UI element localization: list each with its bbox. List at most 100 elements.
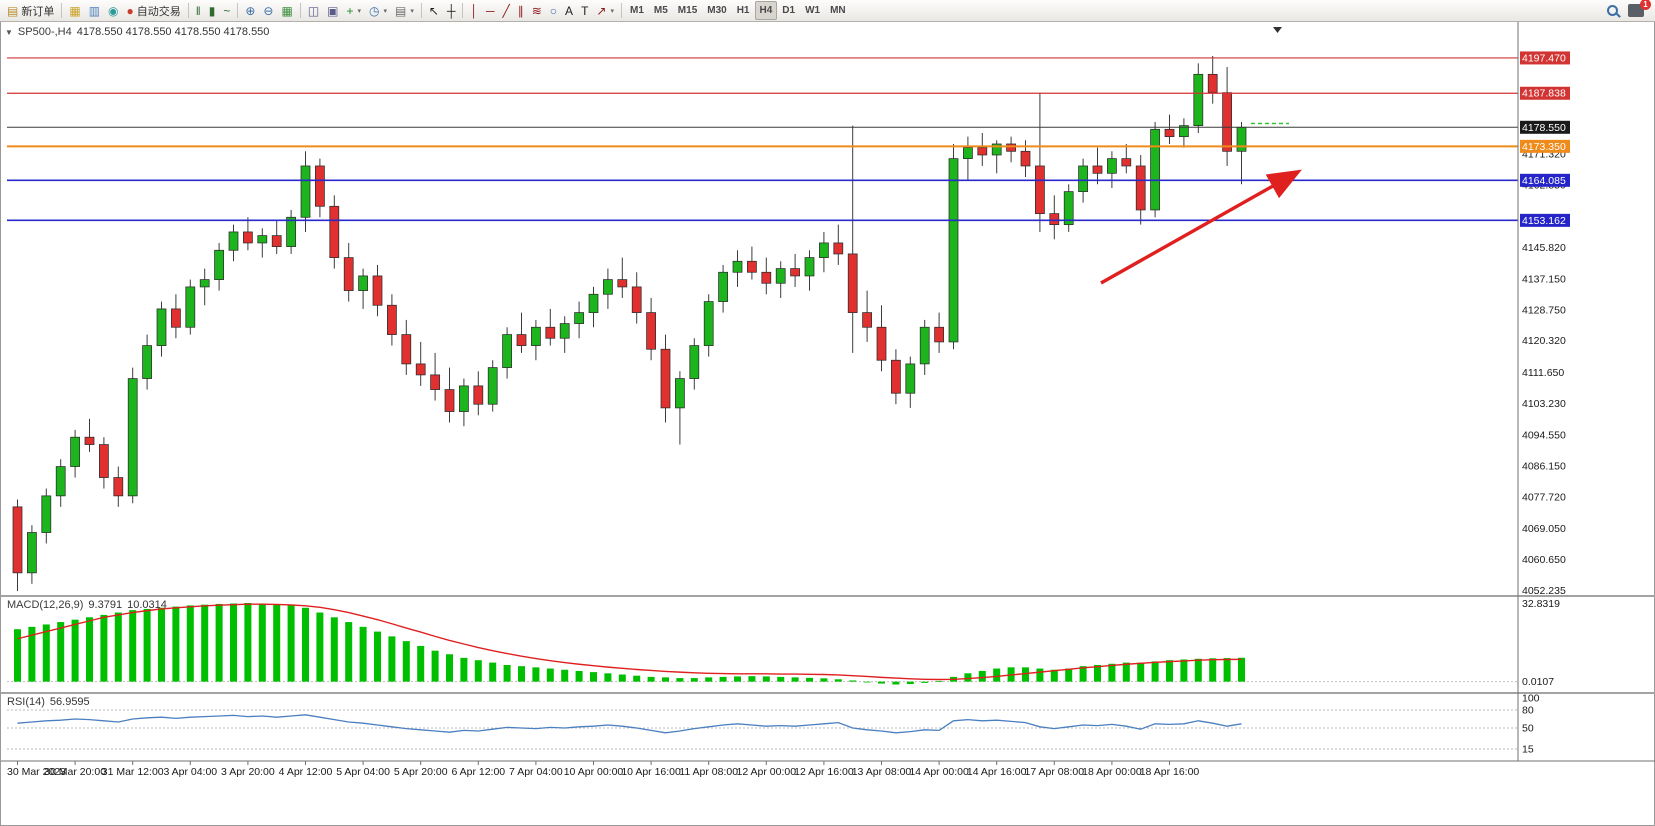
profiles-icon[interactable]: ▥ (85, 1, 104, 20)
arrows-tool-icon[interactable]: ↗ ▾ (592, 1, 618, 20)
svg-text:3 Apr 04:00: 3 Apr 04:00 (163, 766, 217, 778)
chart-canvas[interactable]: 4171.3204162.8504145.8204137.1504128.750… (1, 22, 1655, 826)
svg-text:4128.750: 4128.750 (1522, 304, 1566, 316)
timeframe-h1-label: H1 (736, 5, 750, 16)
zoom-in-icon: ⊕ (245, 3, 256, 18)
toolbar-separator (237, 3, 239, 18)
timeframe-mn-label: MN (830, 5, 846, 16)
svg-text:12 Apr 16:00: 12 Apr 16:00 (794, 766, 854, 778)
tile-windows-icon[interactable]: ▦ (277, 1, 296, 20)
toolbar-separator (420, 3, 422, 18)
charts-window-icon: ▦ (69, 3, 81, 18)
charts-window-icon[interactable]: ▦ (65, 1, 84, 20)
timeframe-m1[interactable]: M1 (625, 1, 649, 20)
timeframe-m1-label: M1 (629, 5, 644, 16)
trendline-icon: ╱ (502, 3, 510, 18)
trend-arrow[interactable] (1100, 169, 1302, 285)
search-icon[interactable] (1607, 5, 1618, 16)
trendline-icon[interactable]: ╱ (499, 1, 514, 20)
chevron-down-icon: ▾ (410, 7, 414, 15)
fibonacci-icon[interactable]: ≋ (528, 1, 546, 20)
timeframe-m30-label: M30 (707, 5, 727, 16)
svg-text:3 Apr 20:00: 3 Apr 20:00 (221, 766, 275, 778)
price-badge (1520, 173, 1570, 187)
timeframe-d1[interactable]: D1 (777, 1, 800, 20)
timeframe-h1[interactable]: H1 (732, 1, 755, 20)
new-order-button-label: 新订单 (21, 5, 55, 18)
price-badge (1520, 120, 1570, 134)
autotrading-icon: ● (126, 3, 134, 18)
timeframe-m15-label: M15 (677, 5, 698, 16)
macd-panel (7, 603, 1518, 685)
cursor-icon[interactable]: ↖ (425, 1, 443, 20)
panel-separators[interactable] (1, 595, 1655, 762)
timeframe-h4[interactable]: H4 (754, 1, 778, 20)
toolbar-separator (620, 3, 622, 18)
periods-icon[interactable]: ◷ ▾ (365, 1, 391, 20)
notification-badge: 1 (1640, 0, 1651, 10)
rsi-panel (7, 709, 1518, 750)
svg-text:6 Apr 12:00: 6 Apr 12:00 (451, 766, 505, 778)
candlestick-chart-type-icon[interactable]: ▮ (205, 1, 220, 20)
equidistant-channel-icon[interactable]: ∥ (514, 1, 528, 20)
svg-text:18 Apr 16:00: 18 Apr 16:00 (1140, 766, 1200, 778)
svg-text:32.8319: 32.8319 (1522, 598, 1560, 610)
arrange-horizontal-icon: ▣ (327, 3, 339, 18)
new-order-button[interactable]: ▤ 新订单 (3, 1, 58, 20)
price-badge (1520, 139, 1570, 153)
zoom-out-icon[interactable]: ⊖ (259, 1, 277, 20)
svg-text:15: 15 (1522, 744, 1534, 756)
timeframe-m15[interactable]: M15 (673, 1, 702, 20)
svg-text:10 Apr 00:00: 10 Apr 00:00 (564, 766, 624, 778)
horizontal-line-icon[interactable]: ─ (482, 1, 499, 20)
autotrading-button[interactable]: ● 自动交易 (123, 1, 185, 20)
timeframe-m5-label: M5 (653, 5, 668, 16)
svg-text:18 Apr 00:00: 18 Apr 00:00 (1082, 766, 1142, 778)
vertical-line-icon[interactable]: │ (466, 1, 482, 20)
timeframe-m30[interactable]: M30 (702, 1, 731, 20)
text-icon[interactable]: A (561, 1, 577, 20)
templates-icon[interactable]: ▤ ▾ (391, 1, 418, 20)
new-order-icon: ▤ (7, 3, 19, 18)
svg-text:50: 50 (1522, 723, 1534, 735)
indicators-icon[interactable]: + ▾ (343, 1, 366, 20)
svg-text:4197.470: 4197.470 (1522, 52, 1566, 64)
zoom-in-icon[interactable]: ⊕ (241, 1, 259, 20)
arrange-vertical-icon[interactable]: ◫ (304, 1, 323, 20)
candlesticks (12, 55, 1247, 592)
svg-text:14 Apr 00:00: 14 Apr 00:00 (909, 766, 969, 778)
svg-text:11 Apr 08:00: 11 Apr 08:00 (679, 766, 738, 778)
horizontal-level-lines[interactable] (7, 57, 1518, 222)
svg-text:31 Mar 12:00: 31 Mar 12:00 (102, 766, 164, 778)
chart-shift-marker[interactable] (1273, 27, 1282, 33)
arrange-vertical-icon: ◫ (307, 3, 320, 18)
tile-windows-icon: ▦ (281, 3, 293, 18)
timeframe-w1[interactable]: W1 (800, 1, 825, 20)
line-chart-type-icon[interactable]: ~ (219, 1, 234, 20)
bar-chart-type-icon[interactable]: ‖ (192, 1, 205, 20)
chart-window[interactable]: 4171.3204162.8504145.8204137.1504128.750… (0, 22, 1655, 826)
horizontal-line-icon: ─ (485, 3, 495, 18)
svg-text:30 Mar 2023: 30 Mar 2023 (7, 766, 66, 778)
text-label-icon[interactable]: T (577, 1, 592, 20)
price-axis[interactable]: 4171.3204162.8504145.8204137.1504128.750… (1517, 22, 1570, 761)
indicators-icon: + (346, 3, 354, 18)
svg-text:4103.230: 4103.230 (1522, 398, 1566, 410)
shapes-icon[interactable]: ○ (546, 1, 561, 20)
svg-text:4178.550: 4178.550 (1522, 122, 1566, 134)
mql5-community-icon[interactable]: ◉ (104, 1, 122, 20)
svg-text:5 Apr 04:00: 5 Apr 04:00 (336, 766, 390, 778)
timeframe-mn[interactable]: MN (825, 1, 851, 20)
arrange-horizontal-icon[interactable]: ▣ (323, 1, 342, 20)
cursor-icon: ↖ (428, 3, 439, 18)
notifications-icon[interactable]: 1 (1628, 0, 1651, 17)
svg-text:100: 100 (1522, 693, 1540, 705)
crosshair-icon[interactable]: ┼ (443, 1, 460, 20)
timeframe-m5[interactable]: M5 (649, 1, 673, 20)
equidistant-channel-icon: ∥ (517, 3, 524, 18)
toolbar-separator (187, 3, 189, 18)
svg-text:7 Apr 04:00: 7 Apr 04:00 (509, 766, 563, 778)
text-label-icon: T (581, 3, 589, 18)
